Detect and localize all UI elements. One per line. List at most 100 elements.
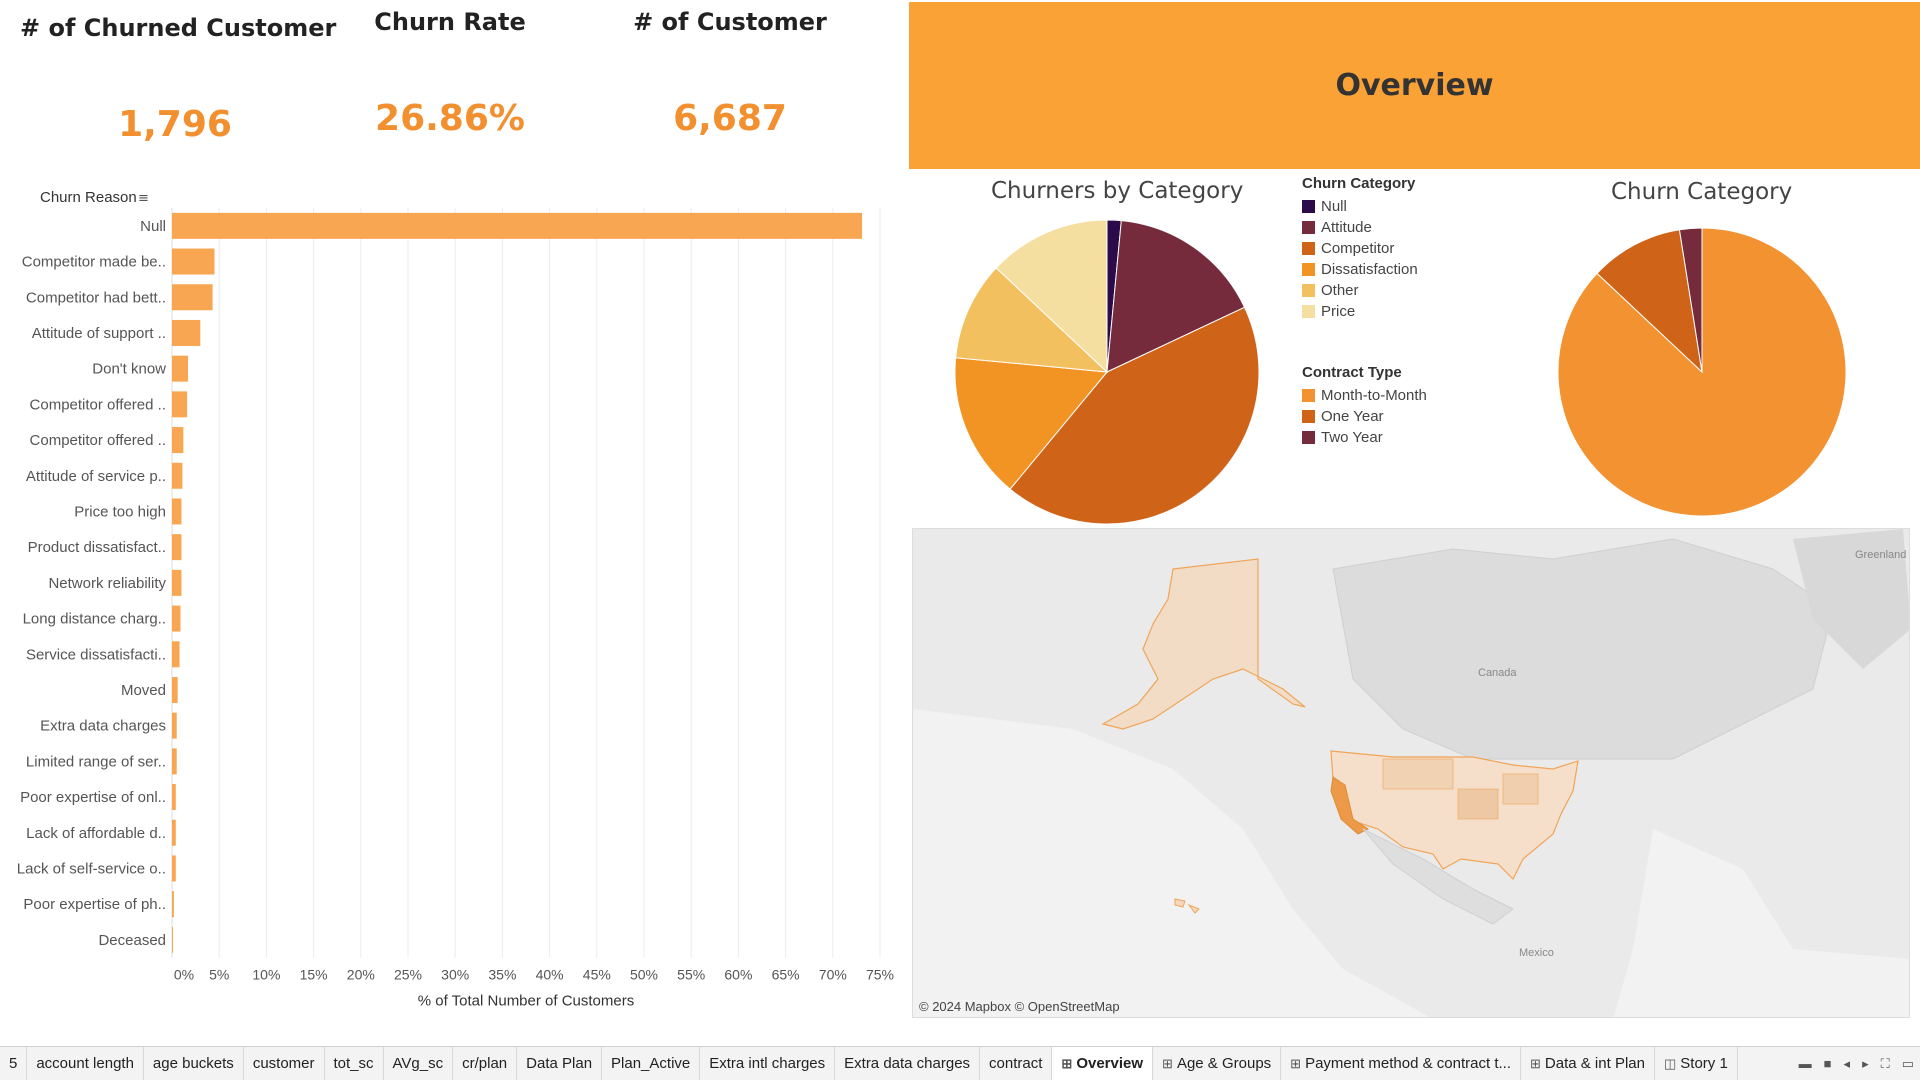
map-label-greenland: Greenland: [1855, 549, 1907, 561]
x-tick-label: 40%: [536, 967, 564, 983]
kpi-customers-title: # of Customer: [633, 8, 827, 36]
bar[interactable]: [172, 248, 215, 275]
sheet-tab-label: Extra data charges: [844, 1055, 971, 1072]
x-tick-label: 35%: [488, 967, 516, 983]
y-tick-label: Moved: [121, 682, 166, 699]
x-tick-label: 50%: [630, 967, 658, 983]
pie2-title: Churn Category: [1611, 179, 1793, 205]
x-tick-label: 60%: [724, 967, 752, 983]
legend-item-month-to-month[interactable]: Month-to-Month: [1302, 385, 1427, 406]
bar[interactable]: [172, 676, 178, 703]
bar[interactable]: [172, 462, 183, 489]
presentation-icon[interactable]: ▭: [1901, 1055, 1914, 1071]
sheet-tab[interactable]: Extra intl charges: [700, 1047, 836, 1080]
bar[interactable]: [172, 712, 177, 739]
bar[interactable]: [172, 748, 177, 775]
x-tick-label: 5%: [209, 967, 229, 983]
legend-swatch: [1302, 200, 1315, 213]
x-tick-label: 75%: [866, 967, 894, 983]
churn-map[interactable]: Canada Greenland Mexico © 2024 Mapbox © …: [912, 528, 1910, 1018]
sheet-tab[interactable]: age buckets: [144, 1047, 244, 1080]
sheet-tab[interactable]: customer: [244, 1047, 325, 1080]
sheet-tab-label: Extra intl charges: [709, 1055, 826, 1072]
pie-slice[interactable]: [1678, 227, 1703, 373]
sheet-tab[interactable]: account length: [27, 1047, 144, 1080]
y-tick-label: Network reliability: [48, 575, 166, 592]
bar[interactable]: [172, 605, 181, 632]
bar[interactable]: [172, 569, 182, 596]
sheet-tab[interactable]: ⊞ Payment method & contract t...: [1281, 1047, 1521, 1080]
x-tick-label: 45%: [583, 967, 611, 983]
legend-item-attitude[interactable]: Attitude: [1302, 217, 1418, 238]
alaska-region: [1101, 558, 1306, 730]
legend-item-other[interactable]: Other: [1302, 280, 1418, 301]
pie-slice[interactable]: [1009, 306, 1260, 525]
map-credit[interactable]: © 2024 Mapbox © OpenStreetMap: [919, 999, 1120, 1014]
y-tick-label: Extra data charges: [40, 718, 166, 735]
prev-sheet-icon[interactable]: ◂: [1843, 1055, 1851, 1071]
sheet-tab[interactable]: ◫ Story 1: [1655, 1047, 1738, 1080]
bar[interactable]: [172, 391, 188, 418]
bar[interactable]: [172, 284, 213, 311]
bar[interactable]: [172, 427, 184, 454]
legend-item-one-year[interactable]: One Year: [1302, 406, 1427, 427]
pie-slice[interactable]: [1596, 229, 1703, 374]
next-sheet-icon[interactable]: ▸: [1862, 1055, 1869, 1071]
legend-swatch: [1302, 305, 1315, 318]
legend-item-label: Two Year: [1321, 429, 1383, 446]
legend-item-two-year[interactable]: Two Year: [1302, 427, 1427, 448]
overview-banner: Overview: [909, 2, 1920, 169]
tab-controls: ▬ ■ ◂ ▸ ⛶ ▭: [1799, 1047, 1914, 1080]
sheet-tab[interactable]: 5: [0, 1047, 28, 1080]
pie-slice[interactable]: [995, 219, 1108, 374]
legend-item-null[interactable]: Null: [1302, 196, 1418, 217]
bar[interactable]: [172, 784, 176, 811]
bar[interactable]: [172, 212, 863, 239]
sheet-tab[interactable]: ⊞ Data & int Plan: [1521, 1047, 1655, 1080]
sheet-tab[interactable]: AVg_sc: [384, 1047, 454, 1080]
sheet-tab-label: cr/plan: [462, 1055, 508, 1072]
legend-item-price[interactable]: Price: [1302, 301, 1418, 322]
fullscreen-icon[interactable]: ⛶: [1880, 1055, 1890, 1071]
sheet-tab[interactable]: Extra data charges: [835, 1047, 981, 1080]
pie-slice[interactable]: [954, 357, 1108, 490]
pie-slice[interactable]: [1557, 227, 1847, 517]
bar[interactable]: [172, 926, 173, 953]
sheet-tab[interactable]: Plan_Active: [602, 1047, 701, 1080]
legend-item-dissatisfaction[interactable]: Dissatisfaction: [1302, 259, 1418, 280]
sort-icon[interactable]: ≡: [138, 191, 149, 206]
sheet-tab[interactable]: tot_sc: [325, 1047, 384, 1080]
bar[interactable]: [172, 855, 176, 882]
x-tick-label: 0%: [174, 967, 194, 983]
map-graphic[interactable]: [913, 529, 1910, 1018]
sheet-tab[interactable]: cr/plan: [453, 1047, 518, 1080]
churn-category-pie: [1557, 227, 1847, 517]
bar[interactable]: [172, 891, 174, 918]
y-tick-label: Poor expertise of onl..: [20, 789, 166, 806]
y-tick-label: Price too high: [74, 503, 166, 520]
legend-swatch: [1302, 242, 1315, 255]
bar[interactable]: [172, 641, 180, 668]
sheet-tab-label: age buckets: [152, 1055, 234, 1072]
sheet-tab[interactable]: contract: [980, 1047, 1053, 1080]
sheet-tab[interactable]: ⊞ Overview: [1052, 1047, 1154, 1080]
sheet-tab-label: 5: [9, 1055, 18, 1072]
sheet-tab[interactable]: Data Plan: [517, 1047, 603, 1080]
bar[interactable]: [172, 355, 189, 382]
bar[interactable]: [172, 319, 201, 346]
legend-item-competitor[interactable]: Competitor: [1302, 238, 1418, 259]
kpi-customers-value: 6,687: [673, 98, 787, 139]
pie-slice[interactable]: [955, 267, 1109, 373]
bar[interactable]: [172, 819, 176, 846]
show-sheet-sorter-icon[interactable]: ■: [1823, 1056, 1832, 1071]
y-tick-label: Limited range of ser..: [26, 753, 166, 770]
sheet-tab-label: Payment method & contract t...: [1305, 1055, 1511, 1072]
sheet-tab[interactable]: ⊞ Age & Groups: [1153, 1047, 1282, 1080]
x-tick-label: 10%: [252, 967, 280, 983]
pie-slice[interactable]: [1106, 220, 1246, 373]
show-filmstrip-icon[interactable]: ▬: [1798, 1056, 1812, 1071]
bar[interactable]: [172, 534, 182, 561]
bar[interactable]: [172, 498, 182, 525]
x-axis-label: % of Total Number of Customers: [418, 993, 634, 1010]
sheet-tab-label: customer: [252, 1055, 315, 1072]
